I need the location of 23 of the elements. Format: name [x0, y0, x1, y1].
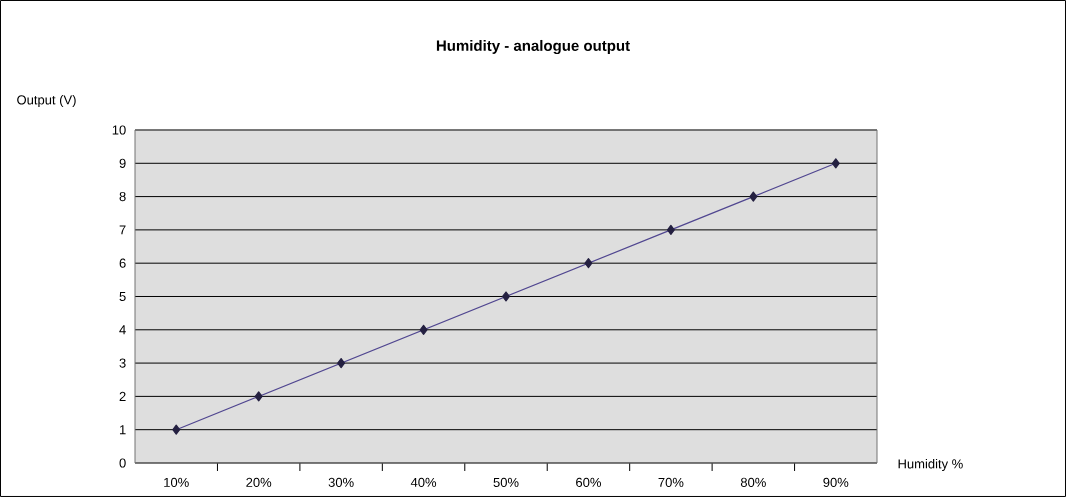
x-tick-label: 50% — [493, 477, 519, 487]
y-tick-label: 4 — [119, 325, 126, 335]
x-tick-label: 30% — [328, 477, 354, 487]
x-tick-label: 70% — [658, 477, 684, 487]
y-tick-label: 3 — [119, 358, 126, 368]
y-tick-label: 2 — [119, 391, 126, 401]
x-tick-label: 40% — [410, 477, 437, 487]
x-tick-label: 60% — [576, 477, 601, 487]
y-tick-label: 10 — [112, 125, 126, 135]
x-axis-title: Humidity % — [898, 458, 963, 472]
y-axis-title: Output (V) — [17, 94, 76, 108]
y-tick-label: 8 — [119, 191, 126, 202]
x-tick-label: 90% — [823, 477, 849, 487]
chart-title: Humidity - analogue output — [436, 39, 630, 55]
x-tick-label: 10% — [164, 477, 189, 487]
y-tick-label: 6 — [119, 258, 126, 268]
x-tick-label: 80% — [740, 477, 766, 487]
y-tick-label: 7 — [119, 225, 126, 235]
y-tick-label: 1 — [119, 425, 126, 435]
y-tick-label: 5 — [119, 291, 126, 302]
y-tick-label: 9 — [119, 158, 126, 168]
x-tick-label: 20% — [246, 477, 272, 487]
y-tick-label: 0 — [119, 458, 126, 468]
